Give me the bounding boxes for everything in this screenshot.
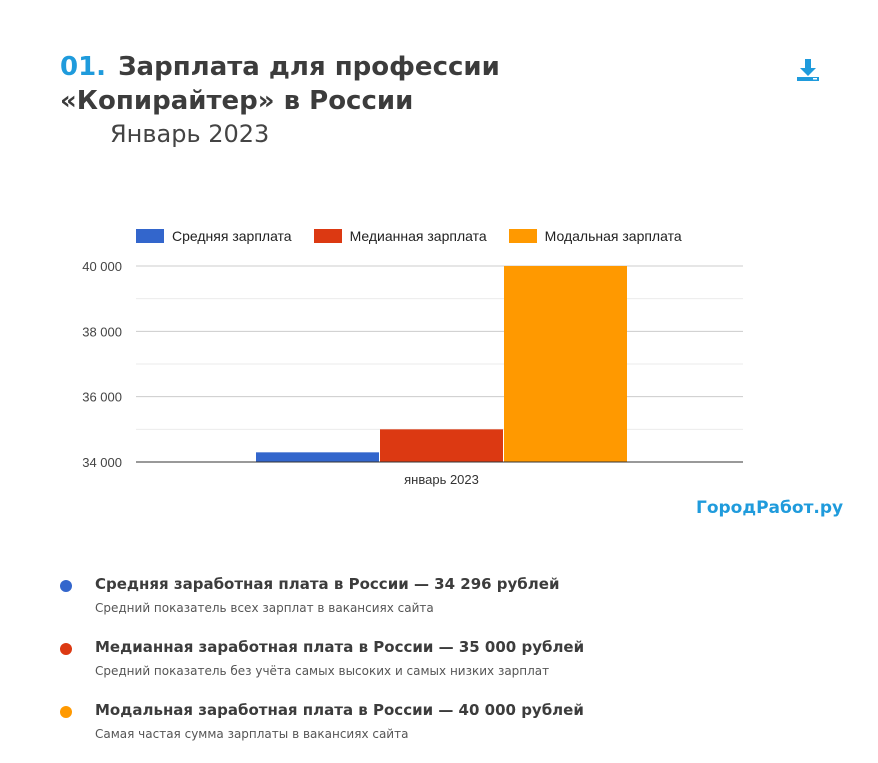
download-icon[interactable] <box>794 56 822 84</box>
legend-swatch-mean <box>136 229 164 243</box>
x-tick-label: январь 2023 <box>404 472 479 487</box>
bar-mode <box>504 266 627 462</box>
legend-swatch-median <box>313 229 342 243</box>
salary-notes: Средняя заработная плата в России — 34 2… <box>60 574 584 763</box>
legend-label-mean: Средняя зарплата <box>172 228 292 244</box>
chart-legend: Средняя зарплата Медианная зарплата Мода… <box>136 228 682 244</box>
legend-item-median[interactable]: Медианная зарплата <box>313 228 487 244</box>
page-subtitle: Январь 2023 <box>110 120 270 148</box>
note-title-mode: Модальная заработная плата в России — 40… <box>95 701 584 719</box>
legend-label-mode: Модальная зарплата <box>544 228 682 244</box>
page-title: 01. Зарплата для профессии «Копирайтер» в… <box>60 50 720 118</box>
note-text-mode: Самая частая сумма зарплаты в вакансиях … <box>95 727 409 741</box>
bullet-dot-mode <box>60 706 72 718</box>
brand-logo[interactable]: ГородРабот.ру <box>696 498 844 518</box>
title-text: Зарплата для профессии «Копирайтер» в Ро… <box>60 52 500 116</box>
legend-item-mode[interactable]: Модальная зарплата <box>508 228 682 244</box>
y-tick-label: 34 000 <box>82 455 122 470</box>
note-mean: Средняя заработная плата в России — 34 2… <box>60 574 584 616</box>
bar-median <box>380 429 503 462</box>
note-text-median: Средний показатель без учёта самых высок… <box>95 664 550 678</box>
note-median: Медианная заработная плата в России — 35… <box>60 637 584 679</box>
bar-mean <box>256 452 379 462</box>
legend-swatch-mode <box>508 229 537 243</box>
bullet-dot-median <box>60 643 72 655</box>
note-title-median: Медианная заработная плата в России — 35… <box>95 638 585 656</box>
section-number: 01. <box>60 52 107 82</box>
y-tick-label: 38 000 <box>82 324 122 339</box>
note-mode: Модальная заработная плата в России — 40… <box>60 700 584 742</box>
legend-label-median: Медианная зарплата <box>349 228 487 244</box>
bar-chart: 34 000 36 000 38 000 40 000 январь 2023 <box>82 259 743 487</box>
y-tick-label: 36 000 <box>82 390 122 405</box>
legend-item-mean[interactable]: Средняя зарплата <box>136 228 292 244</box>
y-tick-label: 40 000 <box>82 259 122 274</box>
note-title-mean: Средняя заработная плата в России — 34 2… <box>95 575 560 593</box>
bullet-dot-mean <box>60 580 72 592</box>
note-text-mean: Средний показатель всех зарплат в ваканс… <box>95 601 434 615</box>
